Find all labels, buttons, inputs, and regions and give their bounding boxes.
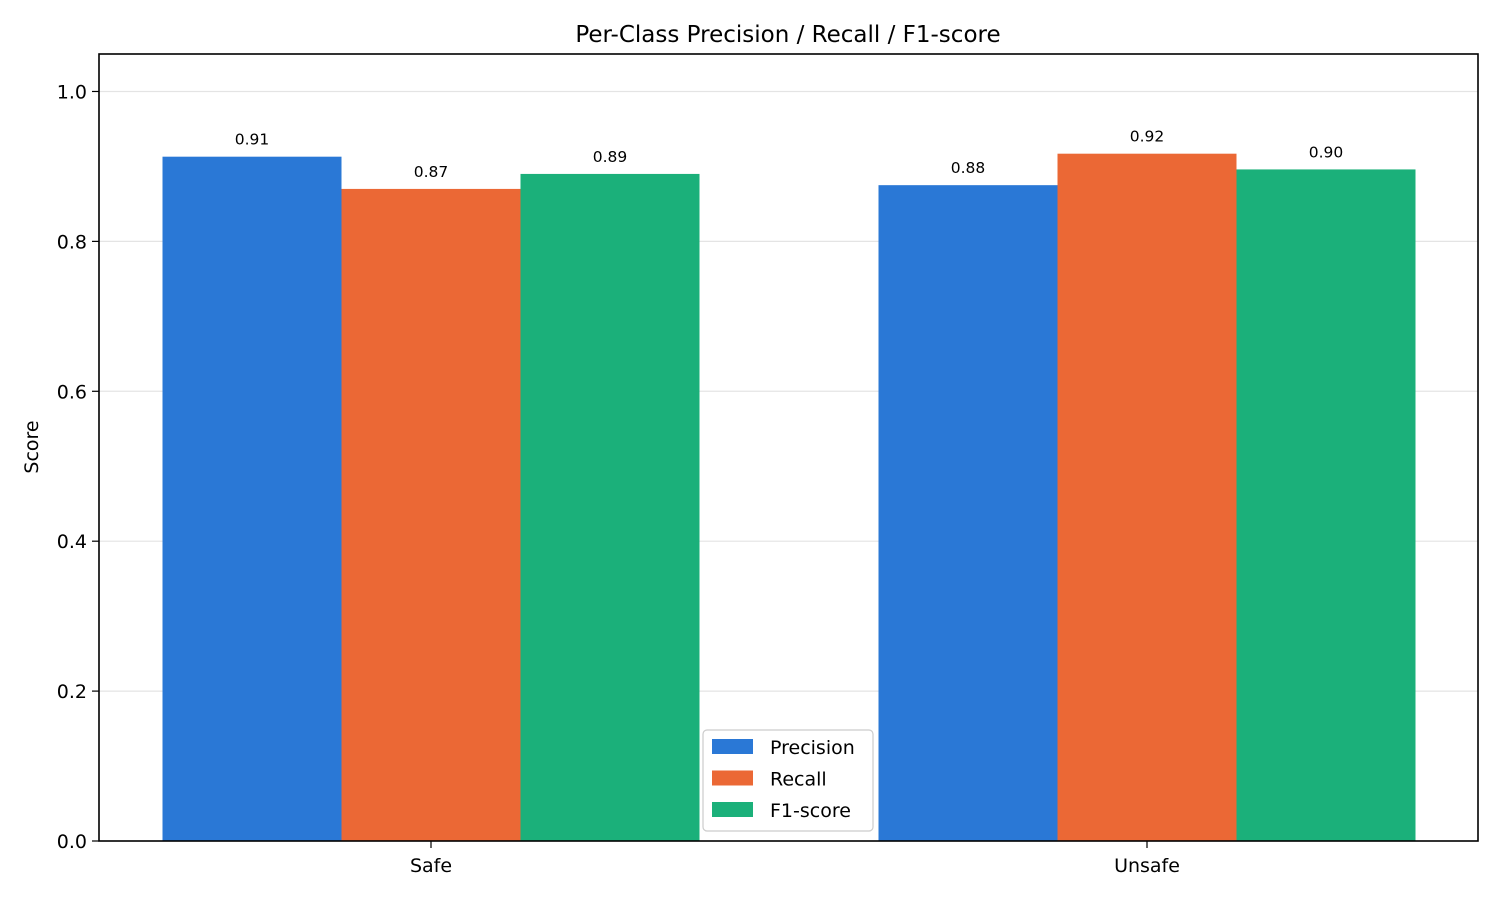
- bar-precision: [878, 185, 1058, 841]
- legend-label: Precision: [770, 737, 855, 759]
- chart-title: Per-Class Precision / Recall / F1-score: [575, 22, 1000, 48]
- x-axis: Safe Unsafe: [410, 841, 1180, 877]
- legend: Precision Recall F1-score: [702, 729, 874, 832]
- bar-value-label: 0.88: [951, 159, 986, 177]
- bar-precision: [162, 156, 342, 842]
- bar-value-label: 0.89: [593, 148, 628, 166]
- y-tick-label: 0.0: [57, 831, 87, 853]
- bars: [162, 153, 1416, 842]
- y-tick-label: 0.4: [57, 531, 87, 553]
- bar-recall: [1057, 153, 1237, 842]
- y-axis-label: Score: [21, 420, 43, 473]
- y-tick-label: 0.2: [57, 681, 87, 703]
- y-tick-label: 1.0: [57, 81, 87, 103]
- bar-value-label: 0.90: [1309, 143, 1344, 161]
- bar-value-label: 0.92: [1130, 128, 1165, 146]
- legend-swatch-f1-score: [712, 802, 753, 817]
- legend-swatch-recall: [712, 770, 753, 786]
- bar-f1-score: [1236, 169, 1416, 842]
- bar-value-label: 0.91: [235, 131, 270, 149]
- legend-label: Recall: [770, 769, 827, 791]
- y-tick-label: 0.8: [57, 231, 87, 253]
- bar-value-labels: 0.91 0.88 0.87 0.92 0.89 0.90: [235, 128, 1344, 181]
- y-axis: 0.0 0.2 0.4 0.6 0.8 1.0: [57, 81, 99, 853]
- legend-label: F1-score: [770, 800, 851, 822]
- bar-recall: [341, 188, 521, 841]
- bar-f1-score: [520, 173, 700, 841]
- x-tick-label: Unsafe: [1114, 855, 1180, 877]
- plot-frame: [98, 53, 1479, 842]
- y-tick-label: 0.6: [57, 381, 87, 403]
- x-tick-label: Safe: [410, 855, 452, 877]
- bar-value-label: 0.87: [414, 163, 449, 181]
- legend-swatch-precision: [712, 739, 753, 754]
